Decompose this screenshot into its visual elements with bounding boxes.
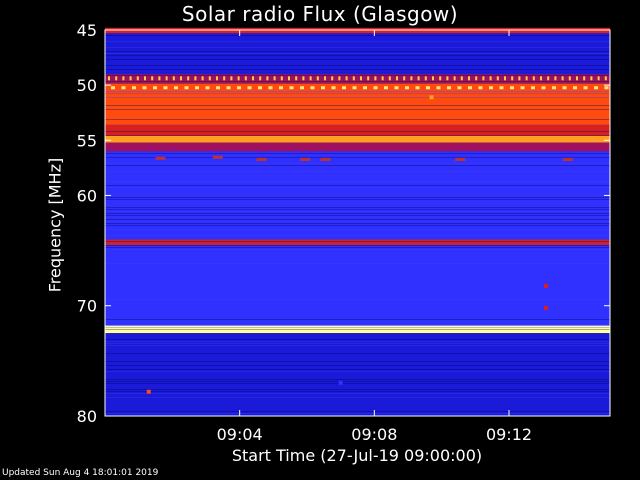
band-6	[105, 135, 610, 143]
band-11	[105, 245, 610, 326]
band-7	[105, 142, 610, 152]
y-tick-label: 60	[77, 186, 97, 205]
band-9	[105, 195, 610, 240]
y-tick-label: 50	[77, 76, 97, 95]
y-tick-label: 80	[77, 407, 97, 426]
band-1	[105, 33, 610, 75]
x-tick-label: 09:04	[217, 425, 263, 444]
y-tick-label: 70	[77, 297, 97, 316]
periodic-pulses	[108, 76, 609, 90]
band-12	[105, 325, 610, 334]
chart-title: Solar radio Flux (Glasgow)	[181, 2, 459, 26]
y-axis-label: Frequency [MHz]	[45, 157, 65, 293]
x-axis-label: Start Time (27-Jul-19 09:00:00)	[231, 446, 483, 465]
noise-texture	[105, 35, 610, 414]
band-8	[105, 151, 610, 196]
plot-frame	[104, 29, 611, 417]
x-tick-label: 09:12	[486, 425, 532, 444]
speckles	[155, 155, 573, 161]
band-13	[105, 333, 610, 416]
band-3	[105, 82, 610, 94]
band-4	[105, 93, 610, 125]
x-tick-label: 09:08	[351, 425, 397, 444]
updated-timestamp: Updated Sun Aug 4 18:01:01 2019	[2, 468, 159, 478]
band-0	[105, 27, 610, 34]
burst-1	[338, 380, 343, 385]
band-10	[105, 239, 610, 246]
band-5	[105, 124, 610, 136]
burst-4	[544, 305, 549, 310]
burst-0	[146, 389, 151, 394]
burst-2	[429, 95, 434, 100]
band-2	[105, 74, 610, 83]
burst-3	[544, 283, 549, 288]
y-tick-label: 55	[77, 131, 97, 150]
y-tick-label: 45	[77, 21, 97, 40]
